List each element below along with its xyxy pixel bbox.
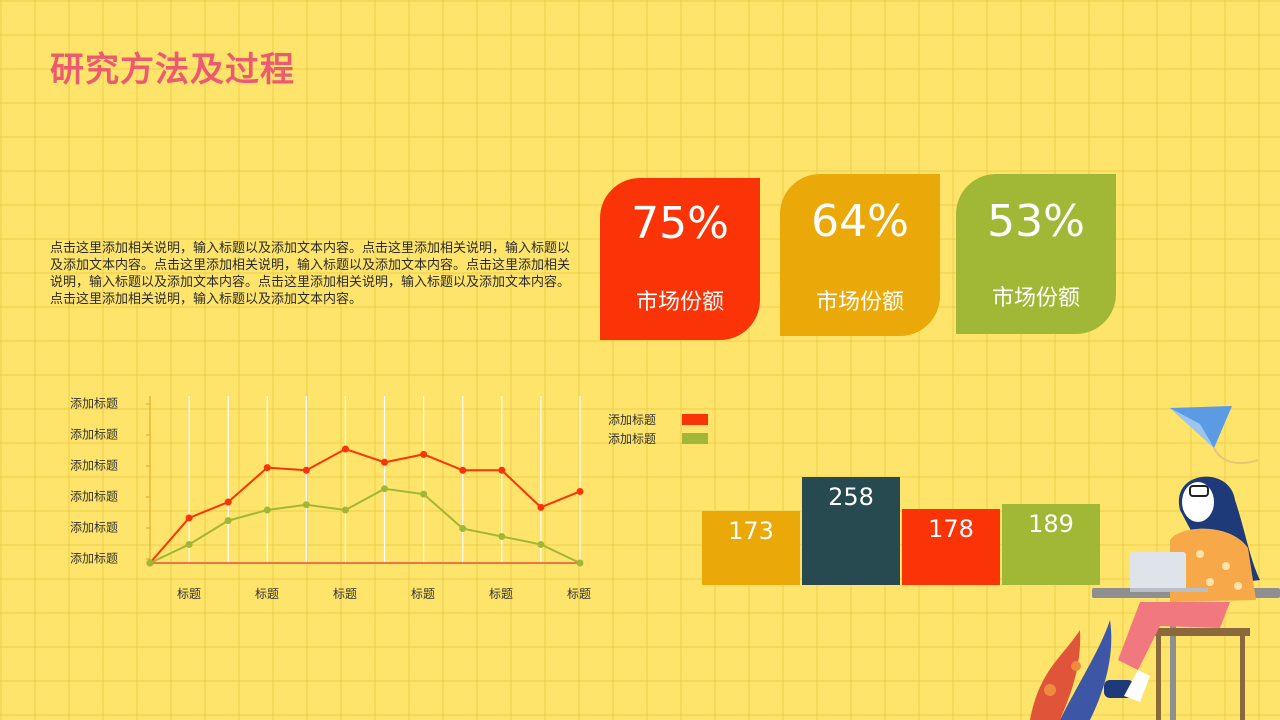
data-point <box>263 506 271 514</box>
card-label: 市场份额 <box>635 290 724 315</box>
x-tick-label: 标题 <box>411 587 435 601</box>
bar-4: 189 <box>1002 504 1100 585</box>
data-point <box>263 464 271 472</box>
data-point <box>381 458 389 466</box>
data-point <box>459 466 467 474</box>
data-point <box>576 487 584 495</box>
paper-plane-icon <box>1170 406 1259 465</box>
data-point <box>498 466 506 474</box>
card-percent: 75% <box>631 198 729 249</box>
bar-value-label: 173 <box>728 516 774 545</box>
data-point <box>381 485 389 493</box>
data-point <box>576 559 584 567</box>
series-line-2 <box>149 487 581 564</box>
x-tick-label: 标题 <box>567 587 591 601</box>
card-label: 市场份额 <box>815 290 904 315</box>
data-point <box>498 533 506 540</box>
legend-swatch-red <box>682 414 708 425</box>
bar-1: 173 <box>702 510 800 585</box>
woman-with-laptop-illustration <box>1030 476 1280 720</box>
card-percent: 64% <box>811 196 909 247</box>
bar-value-label: 178 <box>928 514 974 543</box>
data-point <box>459 525 467 533</box>
y-tick-label: 添加标题 <box>70 521 118 535</box>
data-point <box>420 490 428 498</box>
bar-value-label: 189 <box>1028 510 1074 539</box>
data-point <box>420 450 428 458</box>
legend-label: 添加标题 <box>608 432 657 446</box>
data-point <box>537 540 545 548</box>
x-tick-label: 标题 <box>489 587 513 601</box>
data-point <box>341 506 349 514</box>
page-title: 研究方法及过程 <box>50 50 295 90</box>
card-market-share-3: 53% 市场份额 <box>956 174 1116 334</box>
bar-3: 178 <box>902 508 1000 585</box>
data-point <box>224 517 232 525</box>
y-tick-label: 添加标题 <box>70 397 118 411</box>
legend-label: 添加标题 <box>608 413 657 427</box>
data-point <box>185 540 193 548</box>
data-point <box>185 514 193 522</box>
y-tick-label: 添加标题 <box>70 490 118 504</box>
card-label: 市场份额 <box>991 286 1080 311</box>
y-tick-label: 添加标题 <box>70 459 118 473</box>
data-point <box>302 501 310 509</box>
data-point <box>537 503 545 511</box>
y-tick-label: 添加标题 <box>70 428 118 442</box>
card-market-share-1: 75% 市场份额 <box>600 178 760 340</box>
data-point <box>341 445 349 453</box>
legend-item: 添加标题 <box>608 429 708 448</box>
card-percent: 53% <box>987 196 1085 247</box>
description-text: 点击这里添加相关说明，输入标题以及添加文本内容。点击这里添加相关说明，输入标题以… <box>50 241 571 307</box>
card-market-share-2: 64% 市场份额 <box>780 174 940 336</box>
x-tick-label: 标题 <box>177 587 201 601</box>
x-tick-label: 标题 <box>333 587 357 601</box>
data-point <box>302 466 310 474</box>
series-line-1 <box>149 447 581 564</box>
data-point <box>146 559 154 567</box>
legend-swatch-green <box>682 433 708 444</box>
legend-item: 添加标题 <box>608 410 708 429</box>
x-tick-label: 标题 <box>255 587 279 601</box>
y-tick-label: 添加标题 <box>70 552 118 566</box>
bar-value-label: 258 <box>828 482 874 511</box>
bar-2: 258 <box>802 476 900 585</box>
bar-chart-legend: 添加标题 添加标题 <box>608 410 708 448</box>
data-point <box>224 498 232 506</box>
